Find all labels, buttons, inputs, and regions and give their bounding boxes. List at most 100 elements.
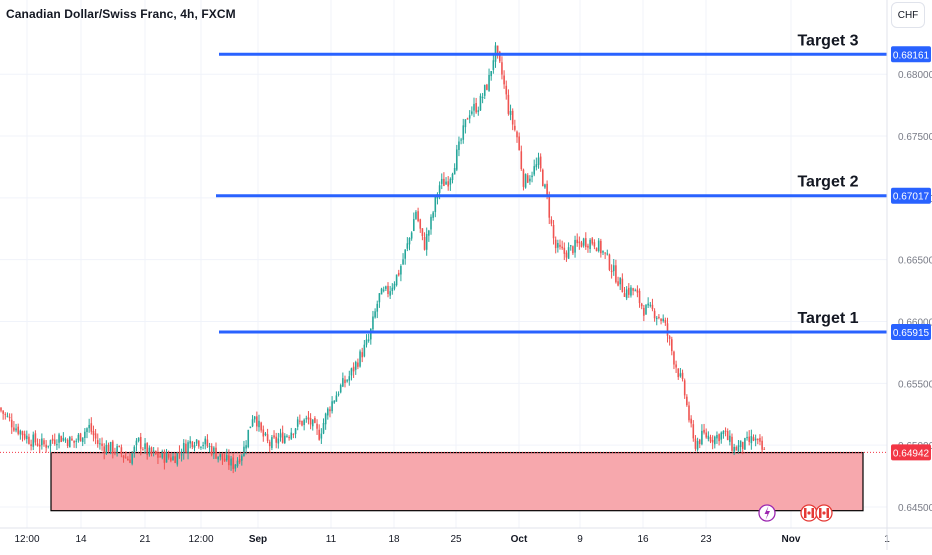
candle-body [247,429,250,448]
candle-body [66,439,69,447]
candle-body [449,178,452,185]
candle-body [13,427,15,431]
x-tick-label: 25 [450,534,462,545]
candle-body [572,246,574,254]
candle-body [565,252,568,258]
canada-flag-icon[interactable] [815,504,833,522]
candle-body [236,460,239,467]
candle-body [445,181,447,185]
candle-body [105,444,108,454]
candle-body [258,420,260,428]
candle-body [230,458,232,466]
candle-body [8,417,11,419]
candle-body [533,166,535,175]
candle-body [625,289,628,299]
candle-body [630,287,632,296]
lightning-icon[interactable] [758,504,776,522]
candle-body [757,439,759,441]
price-levels-layer: Target 3 Target 2 Target 1 [0,32,887,453]
candle-body [109,442,112,452]
candle-body [159,456,161,458]
candle-body [71,438,73,441]
candle-body [537,157,540,165]
candle-body [2,410,4,414]
candle-body [499,51,501,62]
candle-body [419,219,422,229]
candle-body [127,458,129,461]
candle-body [73,440,75,443]
candle-body [604,252,606,254]
candle-body [62,437,65,441]
candle-body [361,352,363,358]
candle-body [709,437,712,442]
candle-body [634,290,637,292]
candle-body [101,443,103,446]
candle-body [486,84,488,90]
candle-body [346,380,348,382]
candle-body [331,401,333,412]
candle-body [322,422,325,434]
x-tick-label: Nov [782,534,801,545]
candle-body [763,448,766,450]
candle-body [711,439,714,443]
candle-body [658,316,660,318]
candle-body [432,212,434,218]
y-tick-label: 0.66000 [898,317,932,328]
candle-body [228,455,230,466]
candle-body [49,440,52,446]
candle-body [245,445,247,449]
candle-body [451,173,454,180]
candle-body [408,237,411,245]
y-tick-label: 0.64500 [898,503,932,514]
candle-body [243,446,245,457]
candle-body [161,451,164,458]
candle-body [460,139,462,141]
candle-body [681,372,684,379]
flag-leaf [822,511,826,515]
candle-body [318,429,320,440]
candle-body [374,311,376,318]
candle-body [309,418,312,425]
candle-body [759,437,761,442]
candle-body [238,458,241,463]
candle-body [249,426,252,429]
candle-body [600,240,602,254]
candle-body [496,45,499,53]
candle-body [406,243,409,249]
target-price-tag [891,46,931,63]
candle-body [38,444,41,447]
candle-body [210,446,213,455]
candle-body [327,408,329,416]
candle-body [223,458,226,462]
candle-body [754,438,757,441]
candle-body [339,385,342,393]
candle-body [6,415,9,417]
x-tick-label: 16 [637,534,649,545]
canada-flag-icon[interactable] [800,504,818,522]
target-price-tag-text: 0.67017 [893,192,930,203]
candle-body [352,366,355,372]
x-tick-label: 9 [577,534,583,545]
candle-body [144,443,146,450]
candle-body [698,439,701,445]
candle-body [737,445,740,452]
candle-body [96,440,99,444]
candle-body [608,254,611,270]
candle-body [294,428,297,435]
candle-body [333,400,336,403]
candle-body [84,431,86,438]
candle-body [58,434,60,443]
candle-body [142,449,144,451]
candle-body [505,85,508,95]
candle-body [10,419,13,428]
candle-body [415,211,417,219]
currency-button[interactable]: CHF [891,2,925,28]
candle-body [45,444,47,448]
candle-body [385,286,387,289]
candle-body [90,423,93,432]
candle-body [256,416,258,427]
candle-body [354,361,357,370]
target-price-tag-text: 0.65915 [893,328,930,339]
